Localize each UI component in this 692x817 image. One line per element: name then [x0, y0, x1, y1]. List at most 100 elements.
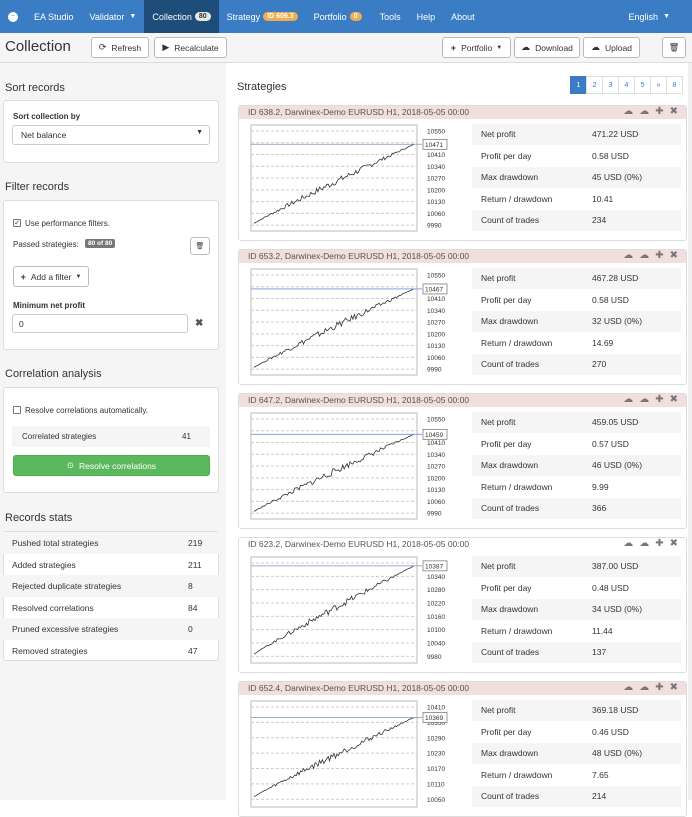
last-page-link[interactable]: 8: [666, 76, 683, 94]
final-balance-label: 10369: [425, 715, 443, 722]
y-tick-label: 10110: [427, 781, 445, 788]
metric-label: Count of trades: [481, 647, 540, 658]
close-icon[interactable]: ✖: [669, 106, 678, 117]
cloud-upload-icon[interactable]: ☁: [623, 106, 634, 117]
recalculate-button[interactable]: ▶ Recalculate: [154, 37, 227, 58]
stat-label: Added strategies: [12, 559, 76, 570]
correlated-row: Correlated strategies 41: [12, 426, 210, 447]
cloud-download-icon[interactable]: ☁: [639, 538, 650, 549]
pagination: 1 2 3 4 5 » 8: [570, 76, 683, 94]
nav-strategy[interactable]: Strategy ID 609.3: [219, 0, 306, 33]
metric-value: 366: [592, 503, 607, 514]
remove-filter-icon[interactable]: ✖: [195, 318, 204, 329]
upload-button[interactable]: ☁ Upload: [583, 37, 640, 58]
language-label: English: [628, 11, 659, 22]
cloud-download-icon[interactable]: ☁: [639, 682, 650, 693]
metric-label: Profit per day: [481, 726, 532, 737]
cloud-upload-icon[interactable]: ☁: [623, 682, 634, 693]
nav-portfolio[interactable]: Portfolio 0: [306, 0, 370, 33]
plus-icon[interactable]: ✚: [655, 682, 664, 693]
auto-resolve-checkbox[interactable]: [13, 406, 21, 414]
nav-about[interactable]: About: [451, 11, 475, 22]
metric-label: Max drawdown: [481, 604, 539, 615]
cloud-download-icon[interactable]: ☁: [639, 250, 650, 261]
y-tick-label: 10410: [427, 152, 445, 159]
strategy-card[interactable]: ID 647.2, Darwinex-Demo EURUSD H1, 2018-…: [238, 393, 687, 529]
cloud-upload-icon[interactable]: ☁: [623, 250, 634, 261]
page-link[interactable]: 1: [570, 76, 587, 94]
metric-row: Max drawdown 32 USD (0%): [472, 310, 681, 332]
page-link[interactable]: 3: [602, 76, 619, 94]
delete-all-button[interactable]: 🗑: [662, 37, 686, 58]
metric-row: Net profit 369.18 USD: [472, 699, 681, 721]
y-tick-label: 10170: [427, 766, 445, 773]
nav-tools[interactable]: Tools: [379, 11, 401, 22]
correlation-title: Correlation analysis: [5, 368, 102, 380]
app-name[interactable]: EA Studio: [34, 11, 74, 22]
close-icon[interactable]: ✖: [669, 250, 678, 261]
sort-select[interactable]: Net balance ▼: [12, 125, 210, 145]
y-tick-label: 9990: [427, 223, 442, 230]
portfolio-button[interactable]: + Portfolio ▼: [442, 37, 511, 58]
auto-resolve-label: Resolve correlations automatically.: [25, 406, 149, 415]
refresh-button[interactable]: ⟳ Refresh: [91, 37, 149, 58]
cloud-download-icon[interactable]: ☁: [639, 394, 650, 405]
sort-records-title: Sort records: [5, 82, 65, 94]
metrics-table: Net profit 369.18 USD Profit per day 0.46 U…: [472, 699, 681, 807]
resolve-correlations-button[interactable]: ⊙ Resolve correlations: [13, 455, 210, 476]
final-balance-box: [422, 428, 448, 440]
close-icon[interactable]: ✖: [669, 394, 678, 405]
min-profit-input[interactable]: 0: [12, 314, 188, 333]
scrollbar[interactable]: [688, 63, 692, 800]
strategy-card[interactable]: ID 638.2, Darwinex-Demo EURUSD H1, 2018-…: [238, 105, 687, 241]
y-tick-label: 10270: [427, 464, 445, 471]
balance-chart: 1055010480104101034010270102001013010060…: [250, 268, 448, 376]
cloud-upload-icon[interactable]: ☁: [623, 394, 634, 405]
language-select[interactable]: English ▼: [621, 0, 678, 33]
use-filters-checkbox[interactable]: ✓: [13, 219, 21, 227]
metrics-table: Net profit 467.28 USD Profit per day 0.58 U…: [472, 267, 681, 375]
check-circle-icon: ⊙: [66, 460, 75, 470]
page-link[interactable]: 5: [634, 76, 651, 94]
download-label: Download: [535, 42, 573, 53]
strategy-title: ID 652.4, Darwinex-Demo EURUSD H1, 2018-…: [239, 682, 686, 695]
metric-row: Max drawdown 46 USD (0%): [472, 454, 681, 476]
final-balance-label: 10471: [425, 142, 443, 149]
metric-label: Net profit: [481, 129, 516, 139]
home-button[interactable]: −: [0, 0, 26, 33]
y-tick-label: 10270: [427, 176, 445, 183]
plus-icon[interactable]: ✚: [655, 394, 664, 405]
metric-row: Count of trades 234: [472, 209, 681, 231]
balance-line: [253, 717, 415, 798]
balance-chart: 1055010480104101034010270102001013010060…: [250, 412, 448, 520]
page-link[interactable]: 4: [618, 76, 635, 94]
stat-label: Rejected duplicate strategies: [12, 581, 122, 591]
strategy-card[interactable]: ID 653.2, Darwinex-Demo EURUSD H1, 2018-…: [238, 249, 687, 385]
cloud-download-icon[interactable]: ☁: [639, 106, 650, 117]
stat-label: Pushed total strategies: [12, 538, 99, 548]
plus-icon[interactable]: ✚: [655, 538, 664, 549]
final-balance-label: 10467: [425, 286, 443, 293]
strategy-card[interactable]: ID 652.4, Darwinex-Demo EURUSD H1, 2018-…: [238, 681, 687, 817]
plus-icon[interactable]: ✚: [655, 250, 664, 261]
metric-value: 234: [592, 215, 607, 226]
next-page-link[interactable]: »: [650, 76, 667, 94]
plus-icon: +: [20, 271, 26, 282]
strategy-card[interactable]: ID 623.2, Darwinex-Demo EURUSD H1, 2018-…: [238, 537, 687, 673]
metric-label: Return / drawdown: [481, 193, 553, 204]
cloud-upload-icon[interactable]: ☁: [623, 538, 634, 549]
close-icon[interactable]: ✖: [669, 682, 678, 693]
clear-filters-button[interactable]: 🗑: [190, 237, 210, 255]
nav-collection[interactable]: Collection 80: [144, 0, 219, 33]
plus-icon[interactable]: ✚: [655, 106, 664, 117]
metric-value: 32 USD (0%): [592, 316, 643, 327]
y-tick-label: 10230: [427, 751, 445, 758]
metric-row: Return / drawdown 11.44: [472, 619, 681, 642]
add-filter-button[interactable]: + Add a filter ▼: [13, 266, 89, 287]
nav-help[interactable]: Help: [416, 11, 436, 22]
page-link[interactable]: 2: [586, 76, 603, 94]
nav-validator[interactable]: Validator ▼: [82, 0, 145, 33]
download-button[interactable]: ☁ Download: [514, 37, 580, 58]
close-icon[interactable]: ✖: [669, 538, 678, 549]
y-tick-label: 10060: [427, 355, 445, 362]
